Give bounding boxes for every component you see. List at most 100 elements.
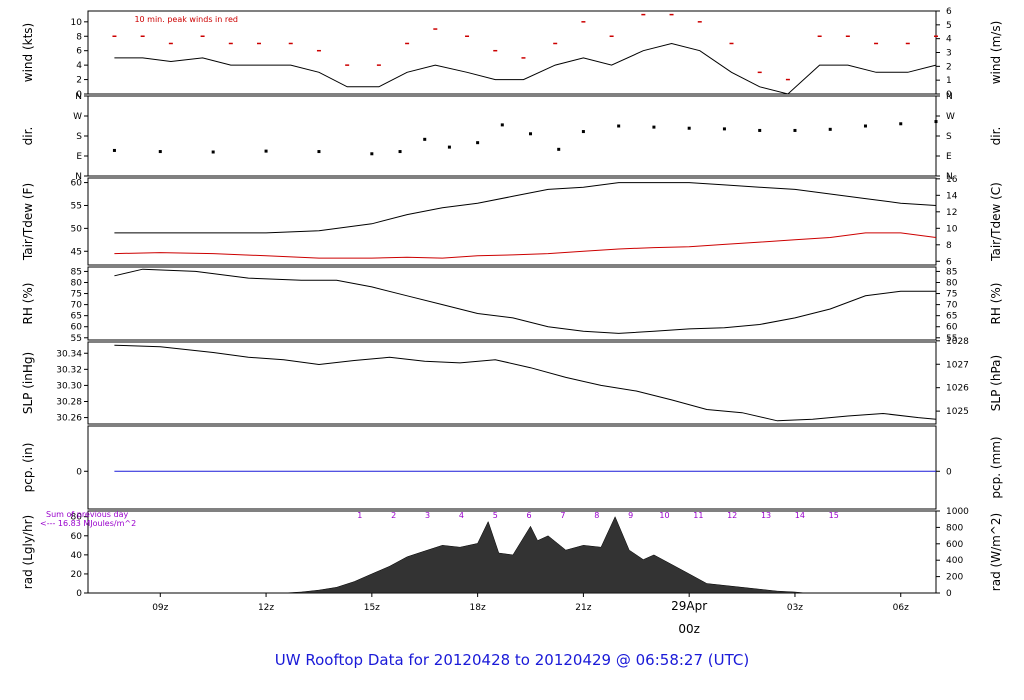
- ticklabel-left-rh-6: 85: [71, 267, 82, 277]
- ticklabel-right-tair-0: 6: [946, 257, 952, 267]
- ticklabel-right-wind-0: 0: [946, 90, 952, 100]
- ticklabel-left-rh-1: 60: [71, 323, 83, 333]
- ylabel-left-dir: dir.: [21, 127, 35, 146]
- ticklabel-left-slp-1: 30.28: [56, 397, 82, 407]
- dir-point: [398, 150, 402, 154]
- dir-point: [934, 120, 938, 124]
- ticklabel-left-slp-2: 30.30: [56, 381, 82, 391]
- ticklabel-right-wind-4: 4: [946, 35, 952, 45]
- dir-point: [476, 141, 480, 145]
- ticklabel-right-rh-6: 85: [946, 267, 957, 277]
- dir-point: [652, 125, 656, 129]
- dir-point: [557, 147, 561, 151]
- rad-hour-marker: 13: [761, 511, 771, 520]
- ticklabel-left-tair-0: 45: [71, 247, 82, 257]
- wind-annotation: 10 min. peak winds in red: [134, 15, 238, 24]
- dir-point: [211, 150, 215, 154]
- ylabel-right-tair_tdew: Tair/Tdew (C): [989, 182, 1003, 262]
- ticklabel-right-rad-5: 1000: [946, 507, 969, 517]
- time-ticklabel-1: 12z: [258, 603, 274, 613]
- ticklabel-left-rh-2: 65: [71, 312, 82, 322]
- dir-point: [264, 149, 268, 153]
- ylabel-right-slp: SLP (hPa): [989, 355, 1003, 411]
- rad-hour-marker: 6: [527, 511, 532, 520]
- panel-frame-rh: [87, 266, 937, 341]
- ticklabel-right-slp-0: 1025: [946, 407, 969, 417]
- ticklabel-right-tair-2: 10: [946, 224, 958, 234]
- ylabel-right-rh: RH (%): [989, 283, 1003, 325]
- panel-frame-tair_tdew: [87, 177, 937, 266]
- dir-point: [793, 128, 797, 132]
- ticklabel-left-dir-2: S: [76, 132, 82, 142]
- rad-hour-marker: 9: [628, 511, 633, 520]
- ticklabel-right-wind-3: 3: [946, 49, 952, 59]
- rad-hour-marker: 5: [493, 511, 498, 520]
- rad-hour-marker: 2: [391, 511, 396, 520]
- dir-point: [317, 150, 321, 154]
- tdew-series-line: [114, 232, 937, 259]
- rad-hour-marker: 15: [829, 511, 839, 520]
- ticklabel-right-slp-1: 1026: [946, 384, 969, 394]
- ylabel-right-wind: wind (m/s): [989, 21, 1003, 85]
- ticklabel-left-rad-3: 60: [71, 532, 83, 542]
- dir-point: [828, 127, 832, 131]
- ticklabel-right-rh-2: 65: [946, 312, 957, 322]
- time-ticklabel-5: 29Apr: [671, 599, 707, 613]
- time-ticklabel-4: 21z: [575, 603, 591, 613]
- dir-point: [617, 124, 621, 128]
- day-marker-hour: 00z: [678, 622, 700, 636]
- ticklabel-left-dir-3: W: [73, 112, 82, 122]
- ticklabel-right-dir-4: N: [946, 92, 953, 102]
- ticklabel-left-rh-0: 55: [71, 334, 82, 344]
- dir-point: [447, 145, 451, 149]
- ticklabel-right-slp-3: 1028: [946, 337, 969, 347]
- rad-hour-marker: 8: [594, 511, 599, 520]
- rad-hour-marker: 11: [693, 511, 703, 520]
- ticklabel-right-dir-0: N: [946, 172, 953, 182]
- dir-point: [722, 127, 726, 131]
- wind-series-line: [114, 42, 937, 95]
- ticklabel-right-tair-1: 8: [946, 241, 952, 251]
- rad-hour-marker: 4: [459, 511, 464, 520]
- ylabel-left-pcp: pcp. (in): [21, 443, 35, 493]
- ticklabel-right-dir-2: S: [946, 132, 952, 142]
- ticklabel-right-rad-2: 400: [946, 556, 963, 566]
- ticklabel-left-dir-1: E: [76, 152, 82, 162]
- ylabel-right-rad: rad (W/m^2): [989, 513, 1003, 591]
- ticklabel-left-wind-3: 6: [76, 47, 82, 57]
- ticklabel-left-slp-3: 30.32: [56, 365, 82, 375]
- ticklabel-right-tair-3: 12: [946, 208, 957, 218]
- panel-frame-pcp: [87, 425, 937, 510]
- rad-hour-marker: 14: [795, 511, 805, 520]
- ylabel-left-slp: SLP (inHg): [21, 352, 35, 414]
- time-ticklabel-0: 09z: [152, 603, 168, 613]
- dir-point: [158, 150, 162, 154]
- time-ticklabel-7: 06z: [893, 603, 909, 613]
- dir-point: [758, 128, 762, 132]
- time-ticklabel-3: 18z: [470, 603, 486, 613]
- ticklabel-left-dir-0: N: [75, 172, 82, 182]
- ticklabel-right-rad-4: 800: [946, 523, 963, 533]
- ticklabel-right-wind-6: 6: [946, 7, 952, 17]
- ticklabel-left-slp-4: 30.34: [56, 349, 82, 359]
- rad-hour-marker: 3: [425, 511, 430, 520]
- ticklabel-left-rad-4: 80: [71, 513, 83, 523]
- weather-chart: wind (kts) wind (m/s) dir. dir. Tair/Tdew (F…: [21, 7, 1003, 636]
- ticklabel-left-wind-0: 0: [76, 90, 82, 100]
- panel-frame-dir: [87, 95, 937, 177]
- ticklabel-left-wind-1: 2: [76, 76, 82, 86]
- ticklabel-right-wind-5: 5: [946, 21, 952, 31]
- time-ticklabel-2: 15z: [364, 603, 380, 613]
- ticklabel-right-rh-1: 60: [946, 323, 958, 333]
- ticklabel-left-pcp-0: 0: [76, 467, 82, 477]
- dir-point: [581, 130, 585, 134]
- ticklabel-left-wind-4: 8: [76, 32, 82, 42]
- rad-sum-value: <--- 16.83 MJoules/m^2: [40, 519, 136, 528]
- rh-series-line: [114, 268, 936, 334]
- ticklabel-right-rh-5: 80: [946, 278, 958, 288]
- ticklabel-left-tair-2: 55: [71, 201, 82, 211]
- rad-sum-label: Sum of previous day: [46, 510, 128, 519]
- time-ticklabel-6: 03z: [787, 603, 803, 613]
- ticklabel-left-rad-1: 20: [71, 570, 83, 580]
- ticklabel-left-rh-3: 70: [71, 301, 83, 311]
